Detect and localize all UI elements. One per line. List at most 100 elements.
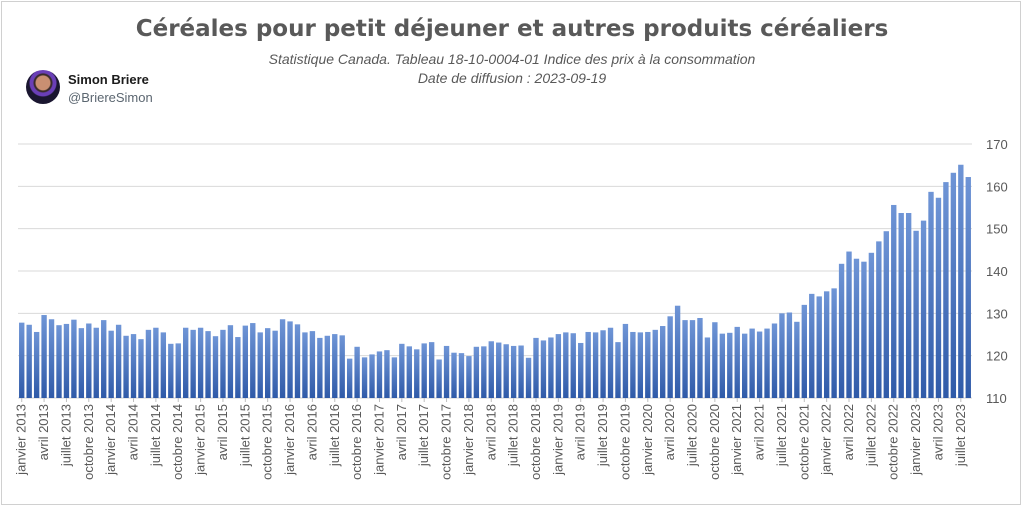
bar bbox=[749, 328, 755, 398]
bar bbox=[563, 332, 569, 398]
x-tick-label: janvier 2017 bbox=[371, 404, 386, 476]
bar bbox=[652, 329, 658, 398]
bar bbox=[220, 329, 226, 398]
bar bbox=[779, 313, 785, 398]
bar bbox=[891, 204, 897, 398]
bar bbox=[756, 331, 763, 398]
bar bbox=[935, 197, 942, 398]
bar bbox=[101, 320, 107, 398]
bar bbox=[346, 358, 353, 398]
bar bbox=[428, 342, 435, 398]
bar bbox=[183, 327, 189, 398]
bar bbox=[876, 241, 882, 398]
bar bbox=[496, 342, 502, 398]
y-tick-label: 130 bbox=[986, 306, 1008, 321]
x-tick-label: avril 2023 bbox=[930, 404, 945, 460]
author-handle[interactable]: @BriereSimon bbox=[68, 90, 153, 105]
bar bbox=[71, 319, 77, 398]
bar bbox=[674, 305, 681, 398]
bar bbox=[510, 345, 517, 398]
bar bbox=[518, 345, 524, 398]
x-tick-label: janvier 2023 bbox=[908, 404, 923, 476]
bar bbox=[421, 343, 427, 398]
x-tick-label: juillet 2022 bbox=[863, 404, 878, 467]
bar bbox=[846, 251, 852, 398]
bar bbox=[309, 331, 316, 398]
x-tick-label: juillet 2013 bbox=[58, 404, 73, 467]
y-tick-label: 150 bbox=[986, 222, 1008, 237]
chart-subtitle-release-date: Date de diffusion : 2023-09-19 bbox=[417, 70, 607, 86]
avatar[interactable] bbox=[26, 70, 60, 104]
bar bbox=[727, 332, 733, 398]
bar bbox=[175, 343, 181, 398]
bar bbox=[809, 293, 815, 398]
x-tick-label: janvier 2021 bbox=[729, 404, 744, 476]
bar bbox=[78, 328, 85, 398]
x-tick-label: avril 2014 bbox=[126, 404, 141, 460]
bar bbox=[227, 325, 234, 398]
bar bbox=[205, 331, 211, 398]
bar bbox=[853, 258, 860, 398]
bar bbox=[503, 344, 509, 398]
x-tick-label: avril 2013 bbox=[36, 404, 51, 460]
bar bbox=[734, 326, 740, 398]
bar bbox=[257, 332, 263, 398]
bar bbox=[391, 357, 398, 398]
bar bbox=[279, 319, 286, 398]
author-name[interactable]: Simon Briere bbox=[68, 72, 149, 87]
bar bbox=[168, 343, 174, 398]
bar bbox=[570, 333, 576, 398]
bar bbox=[585, 331, 591, 398]
x-tick-label: avril 2017 bbox=[394, 404, 409, 460]
bar bbox=[86, 323, 92, 398]
bar bbox=[905, 213, 912, 398]
bar bbox=[272, 330, 278, 398]
chart-title: Céréales pour petit déjeuner et autres p… bbox=[135, 16, 889, 42]
bar bbox=[33, 331, 40, 398]
bar bbox=[801, 304, 807, 398]
x-axis-ticks: janvier 2013 avril 2013 juillet 2013 octobr… bbox=[14, 398, 968, 480]
bar bbox=[861, 261, 867, 398]
y-tick-label: 140 bbox=[986, 264, 1008, 279]
bar bbox=[324, 335, 330, 398]
x-tick-label: juillet 2019 bbox=[595, 404, 610, 467]
bar bbox=[689, 320, 696, 398]
bar bbox=[190, 329, 196, 398]
bar bbox=[235, 337, 241, 398]
x-tick-label: octobre 2017 bbox=[439, 404, 454, 480]
y-tick-label: 170 bbox=[986, 137, 1008, 152]
bar bbox=[376, 351, 383, 398]
bar bbox=[592, 332, 599, 398]
bar bbox=[399, 343, 405, 398]
bar bbox=[920, 220, 927, 398]
x-tick-label: avril 2019 bbox=[573, 404, 588, 460]
bar bbox=[466, 356, 472, 398]
bar bbox=[317, 337, 323, 398]
x-tick-label: janvier 2019 bbox=[550, 404, 565, 476]
y-tick-label: 120 bbox=[986, 349, 1008, 364]
bar bbox=[160, 332, 167, 398]
x-tick-label: octobre 2020 bbox=[707, 404, 722, 480]
bar bbox=[965, 177, 971, 398]
y-tick-label: 110 bbox=[986, 391, 1007, 406]
bar bbox=[555, 334, 562, 398]
bar bbox=[265, 328, 271, 398]
bar bbox=[794, 321, 800, 398]
bar bbox=[868, 252, 875, 398]
bar bbox=[242, 325, 249, 398]
bar bbox=[138, 339, 144, 398]
bar bbox=[153, 327, 159, 398]
x-tick-label: juillet 2021 bbox=[774, 404, 789, 467]
bar bbox=[212, 336, 219, 398]
bars bbox=[19, 164, 971, 398]
x-tick-label: janvier 2015 bbox=[193, 404, 208, 476]
x-tick-label: octobre 2015 bbox=[260, 404, 275, 480]
bar bbox=[786, 312, 793, 398]
bar bbox=[607, 327, 614, 398]
x-tick-label: juillet 2014 bbox=[148, 404, 163, 467]
bar bbox=[823, 291, 830, 398]
bar bbox=[41, 315, 47, 398]
x-tick-label: janvier 2013 bbox=[14, 404, 29, 476]
bar bbox=[615, 342, 621, 398]
x-tick-label: juillet 2020 bbox=[685, 404, 700, 467]
